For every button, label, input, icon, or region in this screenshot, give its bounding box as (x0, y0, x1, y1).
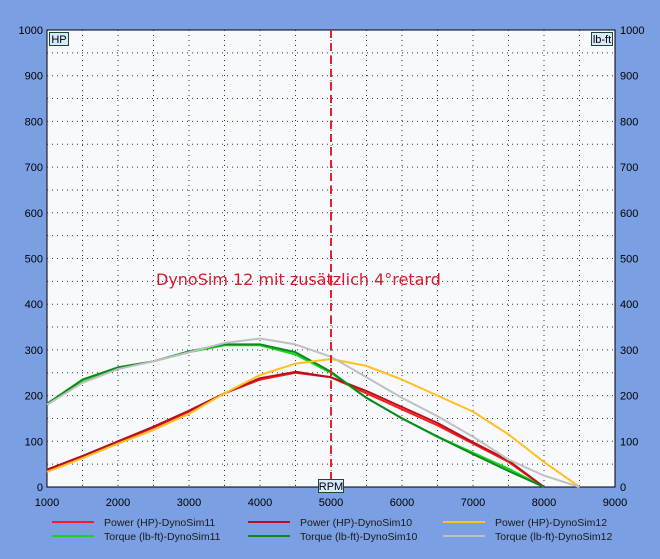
legend-entry-label: Power (HP)-DynoSim10 (300, 517, 412, 529)
x-tick-label: 2000 (106, 497, 130, 509)
y-left-tick-label: 0 (37, 482, 43, 494)
y-left-tick-label: 300 (25, 345, 43, 357)
y-right-tick-label: 400 (620, 299, 638, 311)
x-tick-label: 3000 (177, 497, 201, 509)
y-left-unit-badge: HP (49, 32, 69, 46)
y-right-tick-labels: 0 100 200 300 400 500 600 700 800 900 1000 (620, 25, 644, 494)
series-line-2 (46, 370, 545, 488)
y-right-tick-label: 0 (620, 482, 626, 494)
y-left-tick-label: 700 (25, 162, 43, 174)
series-line-4 (46, 358, 581, 488)
y-left-tick-labels: 0 100 200 300 400 500 600 700 800 900 1000 (19, 25, 43, 494)
x-tick-label: 6000 (390, 497, 414, 509)
legend: Power (HP)-DynoSim11 Torque (lb-ft)-DynoS… (52, 517, 612, 543)
y-left-tick-label: 400 (25, 299, 43, 311)
x-unit-label: RPM (319, 481, 343, 493)
legend-entry-label: Power (HP)-DynoSim11 (104, 517, 215, 529)
legend-entry-label: Torque (lb-ft)-DynoSim10 (300, 531, 417, 543)
legend-entry-label: Torque (lb-ft)-DynoSim11 (104, 531, 221, 543)
x-tick-label: 4000 (248, 497, 272, 509)
y-right-tick-label: 600 (620, 208, 638, 220)
y-right-tick-label: 200 (620, 391, 638, 403)
x-tick-labels: 1000 2000 3000 4000 5000 6000 7000 8000 9000 (35, 497, 627, 509)
y-right-unit-badge: lb-ft (591, 32, 613, 46)
x-tick-label: 9000 (603, 497, 627, 509)
y-left-tick-label: 600 (25, 208, 43, 220)
legend-entry-label: Torque (lb-ft)-DynoSim12 (495, 531, 612, 543)
y-right-tick-label: 900 (620, 71, 638, 83)
y-left-tick-label: 900 (25, 71, 43, 83)
series-line-5 (46, 337, 580, 488)
x-unit-badge: RPM (318, 479, 344, 493)
y-right-tick-label: 300 (620, 345, 638, 357)
legend-entry-label: Power (HP)-DynoSim12 (495, 517, 607, 529)
x-tick-label: 5000 (319, 497, 343, 509)
y-left-unit-label: HP (51, 34, 66, 46)
y-left-tick-label: 800 (25, 116, 43, 128)
y-right-tick-label: 100 (620, 436, 638, 448)
x-tick-label: 1000 (35, 497, 59, 509)
y-right-tick-label: 700 (620, 162, 638, 174)
series-line-3 (46, 343, 545, 488)
series-lines (46, 337, 581, 488)
y-right-tick-label: 1000 (620, 25, 644, 37)
y-left-tick-label: 500 (25, 254, 43, 266)
x-tick-label: 7000 (461, 497, 485, 509)
y-right-tick-label: 500 (620, 254, 638, 266)
y-right-tick-label: 800 (620, 116, 638, 128)
y-left-tick-label: 1000 (19, 25, 43, 37)
chart-annotation: DynoSim 12 mit zusätzlich 4°retard (156, 270, 441, 289)
y-right-unit-label: lb-ft (593, 34, 611, 46)
x-tick-label: 8000 (532, 497, 556, 509)
y-left-tick-label: 200 (25, 391, 43, 403)
y-left-tick-label: 100 (25, 436, 43, 448)
